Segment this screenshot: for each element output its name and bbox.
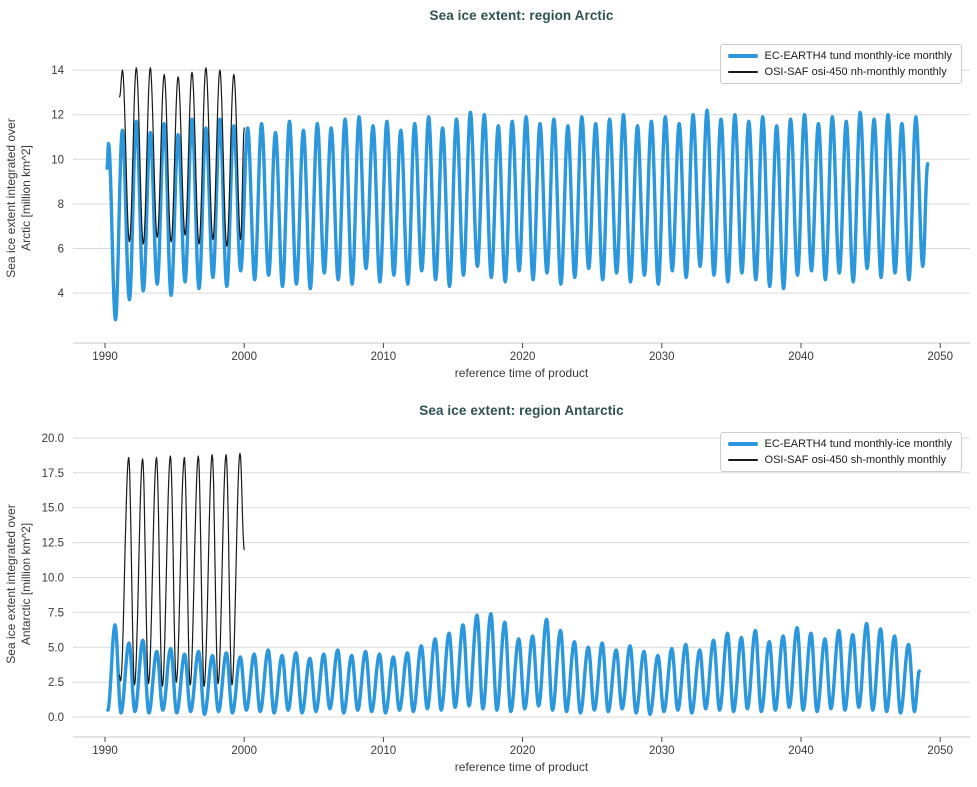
x-tick-label: 2040 bbox=[788, 745, 814, 757]
x-tick-label: 2030 bbox=[649, 351, 675, 363]
y-axis-label-arctic: Sea ice extent integrated over Arctic [m… bbox=[4, 53, 34, 343]
y-tick-label: 14 bbox=[51, 65, 64, 77]
x-tick-label: 2000 bbox=[231, 745, 257, 757]
y-tick-label: 20.0 bbox=[42, 433, 64, 445]
series-line-ec-earth4-tund-monthly-ice-monthly bbox=[105, 108, 930, 322]
legend-item-label: EC-EARTH4 tund monthly-ice monthly bbox=[764, 438, 952, 450]
x-tick-label: 2050 bbox=[927, 745, 953, 757]
legend-item: EC-EARTH4 tund monthly-ice monthly bbox=[727, 438, 952, 450]
chart-antarctic: 0.0 2.5 5.0 7.5 10.0 12.5 15.0 17.5 20.0 1990 2000… bbox=[0, 394, 977, 787]
chart-arctic: 4 6 8 10 12 14 1990 2000 2010 2020 2030 2040 2050 Se… bbox=[4, 8, 970, 380]
legend-line-swatch bbox=[727, 442, 758, 446]
y-tick-label: 6 bbox=[58, 244, 64, 256]
y-tick-label: 12 bbox=[51, 110, 64, 122]
y-axis-label-line2: Arctic [million km^2] bbox=[19, 145, 33, 251]
legend-antarctic: EC-EARTH4 tund monthly-ice monthly OSI-SA… bbox=[719, 432, 962, 472]
legend-item: EC-EARTH4 tund monthly-ice monthly bbox=[727, 50, 952, 62]
legend-item: OSI-SAF osi-450 sh-monthly monthly bbox=[727, 454, 952, 466]
chart-title-antarctic: Sea ice extent: region Antarctic bbox=[419, 403, 624, 418]
x-tick-label: 2010 bbox=[371, 351, 397, 363]
y-axis-label-line1: Sea ice extent integrated over bbox=[4, 118, 18, 278]
series-line-osi-saf-osi-450-sh-monthly-monthly bbox=[118, 452, 245, 687]
x-tick-label: 2050 bbox=[927, 351, 953, 363]
x-tick-label: 1990 bbox=[92, 351, 118, 363]
legend-line-swatch bbox=[727, 459, 758, 461]
legend-item-label: OSI-SAF osi-450 nh-monthly monthly bbox=[764, 66, 947, 78]
x-tick-label: 2010 bbox=[371, 745, 397, 757]
x-tick-label: 2000 bbox=[231, 351, 257, 363]
y-tick-label: 2.5 bbox=[48, 677, 64, 689]
x-tick-label: 2040 bbox=[788, 351, 814, 363]
legend-item: OSI-SAF osi-450 nh-monthly monthly bbox=[727, 66, 952, 78]
plot-area-antarctic: 0.0 2.5 5.0 7.5 10.0 12.5 15.0 17.5 20.0 1990 2000… bbox=[42, 433, 970, 757]
y-tick-label: 8 bbox=[58, 199, 64, 211]
legend-line-swatch bbox=[727, 54, 758, 58]
x-tick-label: 2030 bbox=[649, 745, 675, 757]
y-axis-label-line2: Antarctic [million km^2] bbox=[19, 522, 33, 646]
y-tick-label: 17.5 bbox=[42, 468, 64, 480]
x-tick-label: 1990 bbox=[92, 745, 118, 757]
y-tick-label: 12.5 bbox=[42, 538, 64, 550]
y-tick-label: 10.0 bbox=[42, 573, 64, 585]
y-tick-label: 0.0 bbox=[48, 712, 64, 724]
y-tick-label: 7.5 bbox=[48, 607, 64, 619]
y-tick-label: 10 bbox=[51, 154, 64, 166]
series-line-osi-saf-osi-450-nh-monthly-monthly bbox=[119, 67, 245, 247]
y-tick-label: 15.0 bbox=[42, 503, 64, 515]
y-axis-label-antarctic: Sea ice extent integrated over Antarctic… bbox=[4, 439, 34, 729]
legend-line-swatch bbox=[727, 71, 758, 73]
x-tick-label: 2020 bbox=[510, 745, 536, 757]
legend-arctic: EC-EARTH4 tund monthly-ice monthly OSI-SA… bbox=[719, 44, 962, 84]
x-tick-label: 2020 bbox=[510, 351, 536, 363]
chart-title-arctic: Sea ice extent: region Arctic bbox=[429, 8, 614, 23]
y-tick-label: 4 bbox=[58, 288, 65, 300]
legend-item-label: EC-EARTH4 tund monthly-ice monthly bbox=[764, 50, 952, 62]
y-axis-label-line1: Sea ice extent integrated over bbox=[4, 504, 18, 664]
legend-item-label: OSI-SAF osi-450 sh-monthly monthly bbox=[764, 454, 947, 466]
y-tick-label: 5.0 bbox=[48, 642, 64, 654]
x-axis-label-antarctic: reference time of product bbox=[454, 760, 589, 774]
series-line-ec-earth4-tund-monthly-ice-monthly bbox=[106, 612, 921, 716]
x-axis-label-arctic: reference time of product bbox=[454, 366, 589, 380]
